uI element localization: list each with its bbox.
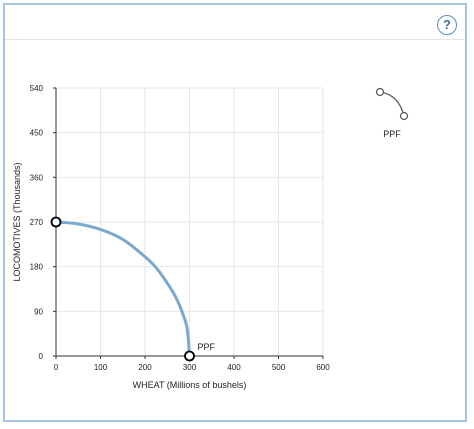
graph-panel: ? xyxy=(3,3,467,422)
ppf-tool[interactable]: PPF xyxy=(375,87,409,140)
y-tick-label: 270 xyxy=(30,218,44,227)
x-tick-label: 500 xyxy=(272,363,286,372)
ppf-endpoint[interactable] xyxy=(184,350,195,362)
y-ticks: 0 90 180 270 360 450 540 xyxy=(30,84,56,361)
grid xyxy=(56,87,324,356)
ppf-curve[interactable] xyxy=(55,220,191,357)
panel-header: ? xyxy=(5,5,465,40)
x-tick-label: 100 xyxy=(94,363,108,372)
y-axis-label: LOCOMOTIVES (Thousands) xyxy=(12,162,22,281)
help-button[interactable]: ? xyxy=(437,15,457,35)
y-tick-label: 360 xyxy=(30,173,44,182)
y-tick-label: 180 xyxy=(30,263,44,272)
x-tick-label: 200 xyxy=(138,363,152,372)
y-tick-label: 0 xyxy=(39,352,44,361)
y-tick-label: 450 xyxy=(30,129,44,138)
x-tick-label: 300 xyxy=(183,363,197,372)
ppf-curve-label: PPF xyxy=(198,342,216,352)
x-tick-label: 0 xyxy=(54,363,59,372)
ppf-endpoints[interactable] xyxy=(50,216,195,362)
y-tick-label: 540 xyxy=(30,84,44,93)
ppf-tool-end-point[interactable] xyxy=(399,111,409,121)
ppf-endpoint[interactable] xyxy=(50,216,62,228)
x-tick-label: 400 xyxy=(227,363,241,372)
x-ticks: 0 100 200 300 400 500 600 xyxy=(54,356,330,372)
x-tick-label: 600 xyxy=(316,363,330,372)
ppf-tool-start-point[interactable] xyxy=(375,87,385,97)
y-tick-label: 90 xyxy=(34,307,43,316)
x-axis-label: WHEAT (Millions of bushels) xyxy=(133,380,247,390)
ppf-tool-label: PPF xyxy=(383,129,401,139)
ppf-curve-tool-icon[interactable] xyxy=(379,91,405,117)
